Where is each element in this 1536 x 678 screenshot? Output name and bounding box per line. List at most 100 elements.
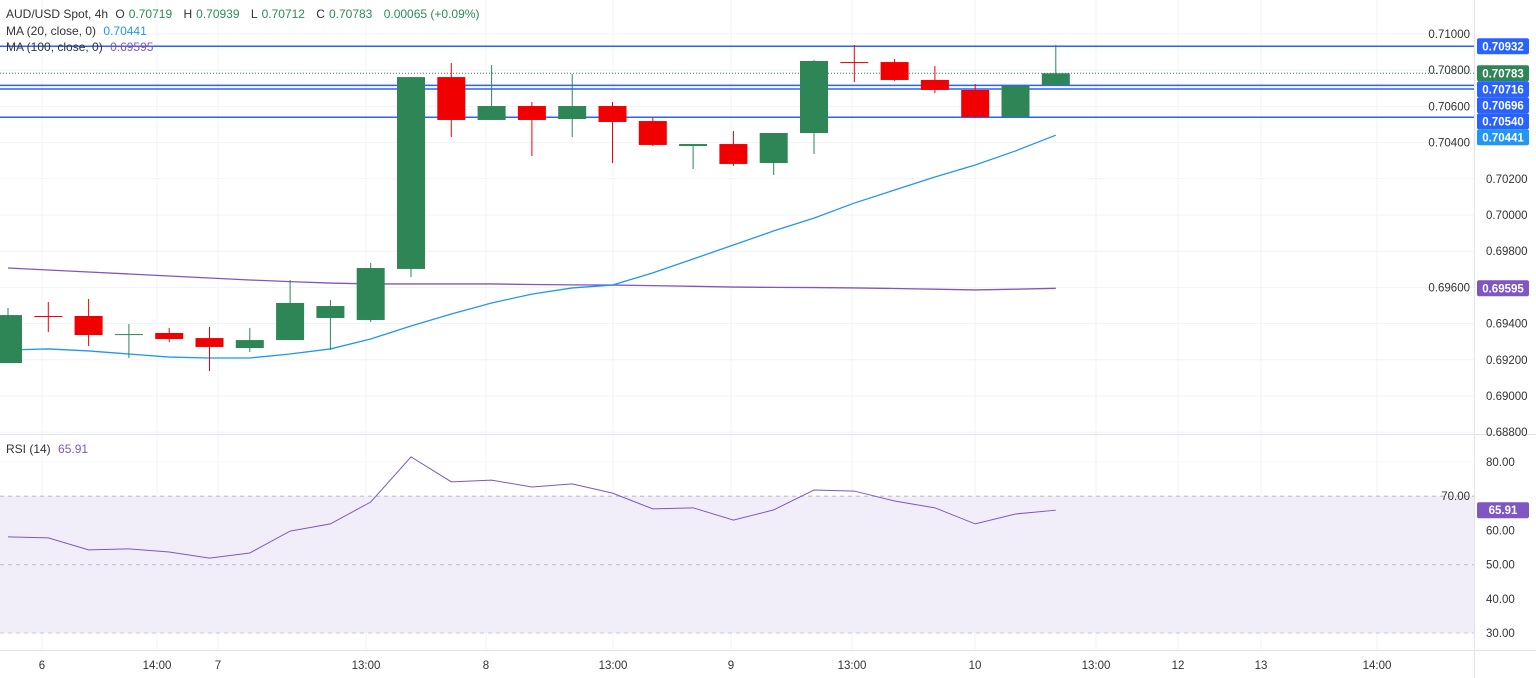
candle-bullish [558,106,587,120]
close-value: 0.70783 [328,7,373,21]
candle-bullish [1041,73,1070,85]
time-tick-label: 6 [39,660,45,672]
ma20-legend[interactable]: MA (20, close, 0) 0.70441 [6,24,151,38]
rsi-value-tag-bg [1477,502,1529,519]
open-label: O [115,7,125,21]
time-tick-label: 13:00 [599,660,628,672]
price-tick-label: 0.71000 [1428,29,1470,41]
price-tick-label: 0.70000 [1486,210,1528,222]
candle-bullish [759,133,788,164]
candle-bullish [800,60,828,134]
price-tick-label: 0.69400 [1486,319,1528,331]
price-tick-label: 0.69000 [1486,391,1528,403]
symbol-title: AUD/USD Spot, 4h [6,7,109,21]
candle-bearish [155,333,184,339]
candle-bearish [195,338,224,347]
candle-bullish [477,106,506,120]
time-tick-label: 14:00 [1363,660,1392,672]
level-price-tag: 0.70696 [1482,100,1524,112]
price-tick-label: 0.70200 [1486,174,1528,186]
candle-bearish [34,315,63,317]
ma100-price-tag-bg [1477,280,1529,297]
ma20-value: 0.70441 [103,24,147,38]
time-tick-label: 14:00 [143,660,172,672]
low-group: L 0.70712 [251,7,309,21]
candle-bullish [316,306,345,318]
level-price-tag-bg [1477,38,1529,55]
rsi-tick-label: 30.00 [1486,628,1515,640]
candle-bearish [638,121,667,145]
last-price-tag: 0.70783 [1482,68,1524,80]
candle-bullish [0,315,22,364]
candle-bullish [276,302,305,341]
price-tick-label: 0.69200 [1486,355,1528,367]
level-price-tag: 0.70540 [1482,116,1524,128]
ma20-label: MA (20, close, 0) [6,24,97,38]
time-tick-label: 12 [1172,660,1185,672]
candle-bullish [235,340,264,349]
price-tick-label: 0.68800 [1486,427,1528,439]
candle-bearish [920,79,949,90]
high-group: H 0.70939 [183,7,243,21]
candle-bearish [437,77,466,120]
rsi-legend[interactable]: RSI (14) 65.91 [6,442,92,456]
candle-bearish [598,106,627,122]
symbol-legend: AUD/USD Spot, 4h O 0.70719 H 0.70939 L 0.70… [6,7,483,21]
ma20-line [7,134,1057,359]
high-label: H [183,7,193,21]
low-label: L [250,7,258,21]
level-price-tag-bg [1477,97,1529,114]
time-tick-label: 9 [728,660,734,672]
price-tick-label: 0.69600 [1428,282,1470,294]
rsi-tick-label: 80.00 [1486,457,1515,469]
candle-bearish [840,62,869,64]
price-tick-label: 0.70400 [1428,138,1470,150]
ma100-line [7,267,1056,291]
rsi-line [7,456,1056,559]
ma100-label: MA (100, close, 0) [6,40,103,54]
time-tick-label: 8 [483,660,489,672]
rsi-tick-label: 40.00 [1486,594,1515,606]
close-group: C 0.70783 [316,7,376,21]
time-tick-label: 13:00 [838,660,867,672]
rsi-tick-label: 60.00 [1486,525,1515,537]
ma20-price-tag-bg [1477,129,1529,146]
rsi-tick-label: 50.00 [1486,560,1515,572]
rsi-value: 65.91 [58,442,89,456]
change-value: 0.00065 (+0.09%) [383,7,480,21]
ma20-price-tag: 0.70441 [1482,132,1524,144]
price-tick-label: 0.70600 [1428,101,1470,113]
last-price-tag-bg [1477,65,1529,82]
time-tick-label: 7 [215,660,221,672]
level-price-tag: 0.70716 [1482,84,1524,96]
candle-bearish [74,315,103,336]
level-price-tag: 0.70932 [1482,41,1524,53]
price-tick-label: 0.70800 [1428,65,1470,77]
high-value: 0.70939 [196,7,240,21]
time-tick-label: 10 [969,660,982,672]
open-value: 0.70719 [128,7,173,21]
time-tick-label: 13 [1255,660,1268,672]
ma100-legend[interactable]: MA (100, close, 0) 0.69595 [6,40,157,54]
close-label: C [316,7,325,21]
candle-bearish [719,144,748,164]
candle-bearish [517,106,546,120]
candle-bullish [397,77,425,269]
candle-bullish [1001,85,1030,118]
candle-bullish [679,144,708,147]
ma100-price-tag: 0.69595 [1482,283,1524,295]
ma100-value: 0.69595 [110,40,154,54]
candle-bullish [114,334,143,336]
level-price-tag-bg [1477,81,1529,98]
rsi-label: RSI (14) [6,442,51,456]
open-group: O 0.70719 [115,7,176,21]
time-tick-label: 13:00 [352,660,381,672]
level-price-tag-bg [1477,113,1529,130]
candle-bearish [961,89,990,118]
price-tick-label: 0.69800 [1486,246,1528,258]
rsi-tick-label: 70.00 [1441,491,1470,503]
low-value: 0.70712 [261,7,305,21]
time-tick-label: 13:00 [1082,660,1111,672]
